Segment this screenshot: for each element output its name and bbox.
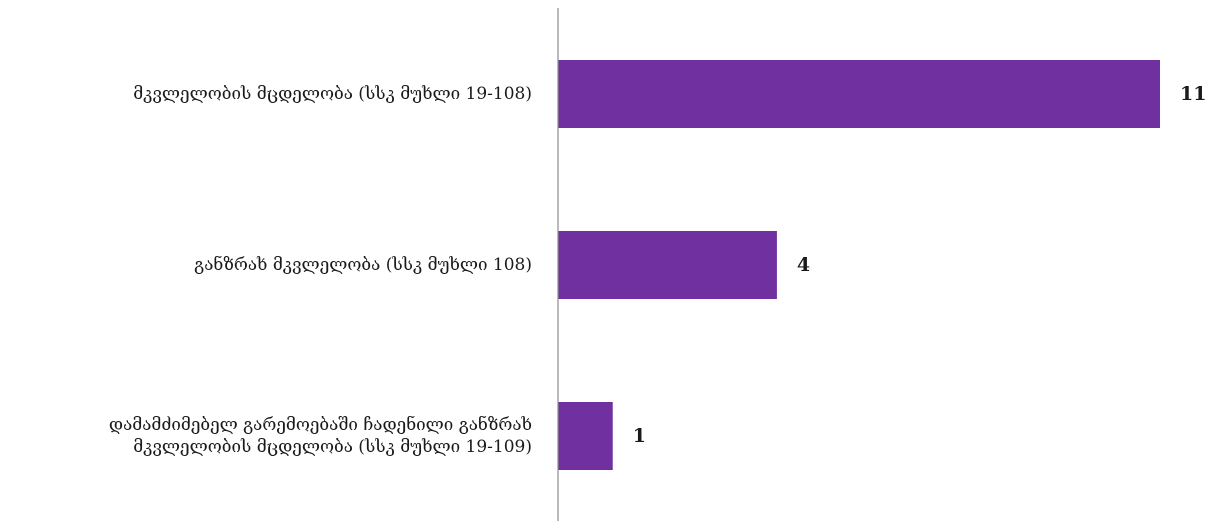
category-labels-group: მკვლელობის მცდელობა (სსკ მუხლი 19-108) გა… — [109, 84, 532, 457]
category-tick-label: განზრახ მკვლელობა (სსკ მუხლი 108) — [194, 255, 532, 275]
data-label: 1 — [633, 425, 646, 447]
data-label: 11 — [1180, 83, 1206, 105]
value-labels-group: 11 4 1 — [633, 83, 1207, 447]
category-tick-label: მკვლელობის მცდელობა (სსკ მუხლი 19-108) — [133, 84, 532, 104]
bar — [558, 402, 613, 470]
bar — [558, 231, 777, 299]
bars-group — [558, 60, 1160, 470]
data-label: 4 — [797, 254, 810, 276]
category-tick-label: დამამძიმებელ გარემოებაში ჩადენილი განზრა… — [109, 415, 532, 435]
bar — [558, 60, 1160, 128]
category-tick-label: მკვლელობის მცდელობა (სსკ მუხლი 19-109) — [133, 437, 532, 457]
